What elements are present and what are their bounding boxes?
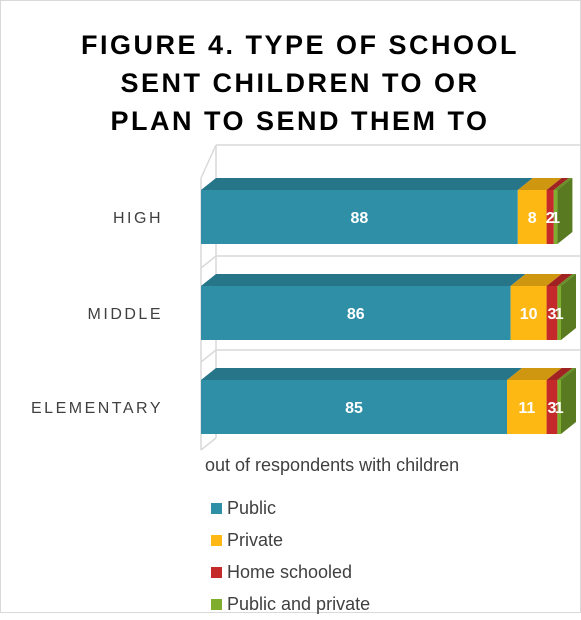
category-gridline-depth [200, 349, 217, 363]
legend-item: Public and private [211, 588, 370, 620]
category-gridline-depth [200, 255, 217, 269]
chart-title: FIGURE 4. TYPE OF SCHOOL SENT CHILDREN T… [80, 30, 520, 136]
bar-segment-top [557, 274, 576, 286]
chart-legend: Public Private Home schooled Public and pri… [211, 492, 370, 620]
data-label: 8 [528, 210, 537, 227]
data-label: 1 [555, 400, 564, 417]
data-label: 86 [347, 306, 365, 323]
data-label: 3 [548, 306, 557, 323]
bar-segment [507, 380, 547, 434]
axis-depth-top [200, 144, 217, 179]
data-label: 3 [548, 400, 557, 417]
x-axis-title: out of respondents with children [205, 455, 459, 475]
legend-item: Private [211, 524, 370, 556]
category-label: MIDDLE [88, 306, 163, 323]
bar-segment [201, 286, 511, 340]
data-label: 11 [518, 400, 535, 417]
bar-end-cap [561, 274, 576, 340]
category-label: HIGH [113, 210, 163, 227]
bar-segment-top [201, 368, 522, 380]
data-label: 1 [551, 210, 560, 227]
bar-end-cap [561, 368, 576, 434]
bar-segment [553, 190, 558, 244]
axis-depth-bottom [200, 437, 217, 451]
bar-segment-top [507, 368, 562, 380]
bar-end-cap [557, 178, 573, 244]
bar-segment-top [517, 178, 562, 190]
legend-swatch [211, 566, 222, 578]
bar-segment-top [553, 178, 573, 190]
bar-segment [557, 286, 561, 340]
data-label: 2 [546, 210, 555, 227]
legend-label: Home schooled [227, 561, 353, 582]
legend-label: Public [227, 497, 277, 518]
category-label: ELEMENTARY [31, 400, 163, 417]
bar-segment [557, 380, 561, 434]
bar-segment [201, 380, 507, 434]
bar-segment-top [201, 274, 526, 286]
legend-item: Home schooled [211, 556, 370, 588]
legend-swatch [211, 534, 222, 546]
bar-segment-top [546, 274, 573, 286]
data-label: 1 [555, 306, 564, 323]
bar-segment-top [557, 368, 576, 380]
bar-segment [517, 190, 547, 244]
data-label: 85 [345, 400, 363, 417]
bar-segment [546, 286, 558, 340]
bar-segment-top [510, 274, 562, 286]
data-label: 10 [520, 306, 538, 323]
legend-label: Public and private [227, 593, 371, 614]
bar-segment [546, 380, 558, 434]
bar-segment [510, 286, 547, 340]
data-label: 88 [351, 210, 369, 227]
legend-swatch [211, 598, 222, 610]
bar-segment-top [201, 178, 533, 190]
legend-swatch [211, 502, 222, 514]
legend-label: Private [227, 529, 284, 550]
bar-segment-top [546, 368, 573, 380]
bar-segment [546, 190, 554, 244]
bar-segment-top [546, 178, 569, 190]
bar-segment [201, 190, 518, 244]
legend-item: Public [211, 492, 370, 524]
